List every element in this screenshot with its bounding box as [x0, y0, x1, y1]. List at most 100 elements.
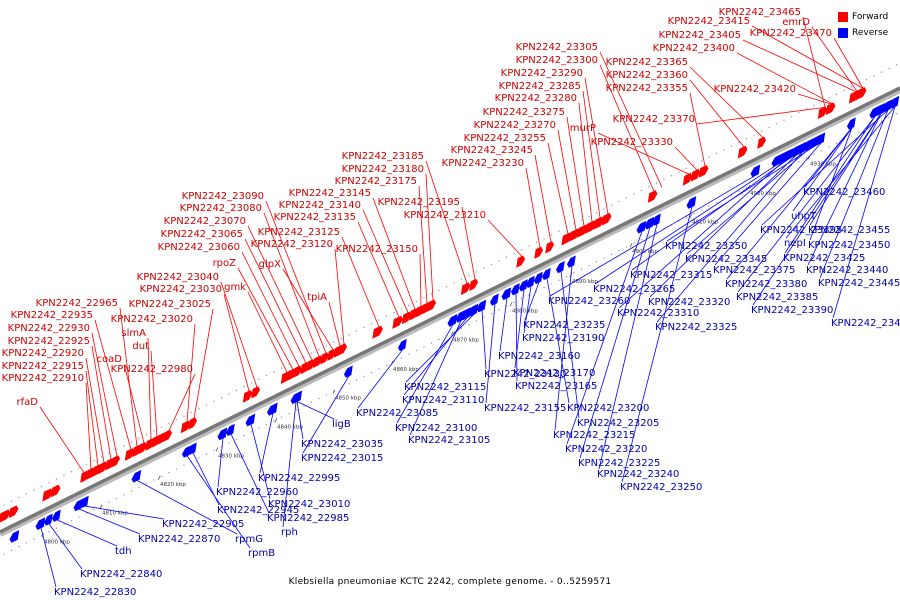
- track-dot-forward: [430, 293, 433, 295]
- leader-line: [265, 200, 327, 354]
- track-dot-forward: [115, 448, 118, 451]
- track-dot-reverse: [685, 216, 688, 219]
- forward-gene: [421, 302, 431, 315]
- track-dot-forward: [895, 64, 898, 66]
- gene-label: rfaD: [17, 397, 39, 408]
- gene-label: KPN2242_22910: [2, 373, 84, 384]
- gene-label: KPN2242_23395: [760, 225, 842, 236]
- reverse-gene: [73, 498, 84, 512]
- track-dot-forward: [685, 167, 688, 170]
- gene-label: KPN2242_23085: [356, 408, 438, 419]
- track-dot-forward: [745, 138, 748, 140]
- gene-label: KPN2242_23195: [378, 197, 460, 208]
- leader-line: [372, 197, 416, 310]
- track-dot-forward: [10, 500, 13, 503]
- forward-gene: [469, 278, 479, 291]
- forward-gene: [80, 470, 90, 483]
- track-dot-reverse: [168, 471, 170, 474]
- scale-tick-label: 4800 kbp: [44, 539, 70, 545]
- track-dot-reverse: [228, 442, 230, 444]
- track-dot-forward: [670, 175, 673, 177]
- leader-line: [566, 231, 643, 445]
- track-dot-forward: [415, 300, 418, 303]
- gene-label: KPN2242_22870: [138, 534, 220, 545]
- forward-gene: [312, 355, 323, 369]
- track-dot-forward: [153, 430, 155, 432]
- leader-line: [696, 107, 825, 125]
- track-dot-forward: [123, 445, 125, 447]
- track-dot-reverse: [258, 427, 260, 429]
- forward-gene: [251, 386, 261, 399]
- scale-tick-label: 4880 kbp: [512, 308, 538, 314]
- forward-gene: [306, 359, 316, 372]
- leader-line: [689, 92, 706, 167]
- track-dot-forward: [18, 496, 20, 499]
- leader-line: [792, 127, 853, 212]
- gene-label: emrD: [782, 17, 810, 28]
- legend-reverse: Reverse: [838, 25, 898, 41]
- gene-label: coaD: [97, 354, 123, 365]
- reverse-gene: [468, 303, 479, 317]
- gene-label: rpmG: [235, 534, 263, 545]
- gene-label: KPN2242_23325: [655, 322, 737, 333]
- gene-label: KPN2242_23420: [714, 84, 796, 95]
- reverse-gene: [9, 530, 20, 543]
- leader-line: [362, 209, 409, 313]
- leader-line: [136, 480, 238, 535]
- track-dot-forward: [93, 459, 95, 462]
- track-dot-forward: [408, 304, 410, 306]
- backbone-shadow: [0, 87, 900, 537]
- leader-line: [584, 77, 609, 215]
- leader-line: [499, 297, 508, 352]
- genome-title: Klebsiella pneumoniae KCTC 2242, complet…: [288, 577, 612, 587]
- track-dot-forward: [318, 348, 320, 351]
- track-dot-forward: [423, 297, 425, 299]
- gene-label: KPN2242_23205: [577, 418, 659, 429]
- track-dot-forward: [445, 286, 448, 288]
- reverse-gene: [245, 413, 256, 427]
- gene-label: KPN2242_23350: [665, 241, 747, 252]
- track-dot-forward: [340, 337, 343, 340]
- forward-gene: [97, 461, 108, 475]
- gene-label: KPN2242_23190: [522, 333, 604, 344]
- leader-line: [193, 308, 214, 419]
- reverse-gene: [790, 144, 801, 158]
- track-dot-forward: [663, 178, 665, 181]
- forward-gene: [138, 441, 148, 455]
- leader-line: [631, 158, 790, 271]
- track-dot-forward: [138, 437, 140, 440]
- track-dot-reverse: [498, 309, 500, 311]
- gene-label: KPN2242_23140: [279, 200, 361, 211]
- track-dot-reverse: [123, 494, 125, 496]
- forward-gene: [569, 228, 580, 242]
- gene-label: KPN2242_23270: [474, 120, 556, 131]
- gene-label: KPN2242_23180: [342, 164, 424, 175]
- track-dot-forward: [648, 186, 650, 188]
- leader-line: [557, 129, 577, 230]
- track-dot-forward: [513, 252, 515, 255]
- leader-line: [237, 267, 294, 370]
- track-dot-forward: [243, 385, 245, 388]
- leader-line: [549, 174, 757, 297]
- leader-line: [223, 293, 250, 392]
- track-dot-reverse: [40, 534, 43, 537]
- leader-line: [751, 25, 864, 89]
- gene-label: KPN2242_23155: [484, 403, 566, 414]
- reverse-gene: [343, 365, 353, 378]
- track-dot-forward: [738, 141, 740, 144]
- forward-gene: [50, 484, 61, 498]
- gene-label: KPN2242_23360: [606, 70, 688, 81]
- track-dot-forward: [85, 463, 88, 466]
- track-dot-reverse: [828, 146, 830, 148]
- track-dot-forward: [730, 145, 733, 147]
- reverse-gene: [771, 154, 782, 167]
- reverse-gene: [501, 287, 512, 301]
- scale-tick-mark: [215, 447, 219, 452]
- track-dot-reverse: [468, 323, 470, 326]
- gene-label: KPN2242_22905: [162, 519, 244, 530]
- forward-gene: [585, 220, 596, 234]
- leader-line: [736, 52, 833, 104]
- track-dot-forward: [438, 289, 440, 292]
- track-dot-reverse: [768, 175, 770, 178]
- track-dot-reverse: [250, 431, 253, 433]
